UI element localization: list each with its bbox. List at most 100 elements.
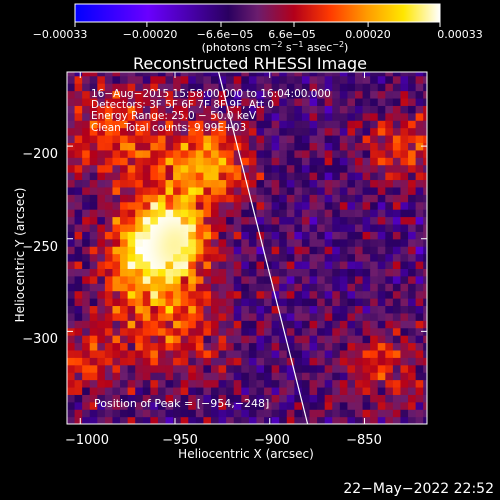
heatmap-cell (120, 312, 129, 321)
heatmap-cell (188, 260, 197, 269)
heatmap-cell (294, 394, 303, 403)
heatmap-cell (248, 83, 258, 92)
heatmap-cell (67, 209, 76, 218)
heatmap-cell (74, 194, 83, 203)
heatmap-cell (294, 327, 303, 336)
heatmap-cell (423, 209, 427, 218)
heatmap-cell (370, 201, 379, 210)
heatmap-cell (332, 201, 341, 210)
heatmap-cell (218, 194, 227, 203)
heatmap-cell (173, 164, 182, 173)
heatmap-cell (97, 134, 106, 143)
heatmap-cell (218, 357, 227, 366)
heatmap-cell (339, 179, 349, 188)
heatmap-cell (218, 253, 227, 262)
heatmap-cell (248, 364, 258, 373)
heatmap-cell (301, 320, 311, 329)
heatmap-cell (286, 320, 295, 329)
heatmap-cell (324, 209, 333, 218)
heatmap-cell (241, 209, 250, 218)
heatmap-cell (400, 72, 409, 77)
heatmap-cell (74, 179, 83, 188)
heatmap-cell (377, 134, 386, 143)
heatmap-cell (256, 394, 265, 403)
heatmap-cell (89, 283, 98, 292)
heatmap-cell (241, 416, 250, 424)
heatmap-cell (286, 201, 295, 210)
heatmap-cell (370, 97, 379, 106)
heatmap-cell (188, 194, 197, 203)
heatmap-cell (233, 260, 242, 269)
colorbar-tick-label: 6.6e−05 (268, 28, 315, 41)
heatmap-cell (347, 312, 356, 321)
heatmap-cell (241, 253, 250, 262)
heatmap-cell (271, 364, 280, 373)
heatmap-cell (67, 290, 76, 299)
heatmap-cell (67, 246, 76, 255)
heatmap-cell (392, 201, 402, 210)
heatmap-cell (241, 409, 250, 418)
heatmap-cell (173, 290, 182, 299)
heatmap-cell (309, 342, 318, 351)
heatmap-cell (195, 223, 205, 232)
heatmap-cell (392, 379, 402, 388)
heatmap-cell (89, 305, 98, 314)
colorbar-tick-label: 0.00020 (345, 28, 391, 41)
heatmap-cell (112, 223, 121, 232)
heatmap-cell (188, 379, 197, 388)
heatmap-cell (339, 260, 349, 269)
heatmap-cell (423, 231, 427, 240)
heatmap-cell (89, 312, 98, 321)
heatmap-cell (362, 372, 371, 381)
heatmap-cell (173, 335, 182, 344)
heatmap-cell (309, 260, 318, 269)
heatmap-cell (157, 268, 167, 277)
heatmap-cell (127, 157, 136, 166)
heatmap-cell (195, 298, 205, 307)
heatmap-cell (377, 253, 386, 262)
heatmap-cell (400, 386, 409, 395)
heatmap-cell (264, 142, 273, 151)
heatmap-cell (279, 75, 288, 84)
heatmap-cell (355, 394, 364, 403)
heatmap-cell (112, 164, 121, 173)
heatmap-cell (195, 364, 205, 373)
heatmap-cell (74, 209, 83, 218)
heatmap-cell (120, 216, 129, 225)
heatmap-cell (408, 327, 417, 336)
heatmap-cell (286, 83, 295, 92)
heatmap-cell (157, 179, 167, 188)
heatmap-cell (317, 75, 326, 84)
heatmap-cell (301, 127, 311, 136)
heatmap-cell (157, 127, 167, 136)
heatmap-cell (173, 83, 182, 92)
heatmap-cell (82, 120, 91, 129)
heatmap-cell (248, 305, 258, 314)
heatmap-cell (362, 201, 371, 210)
heatmap-cell (165, 290, 174, 299)
heatmap-cell (415, 179, 424, 188)
heatmap-cell (286, 312, 295, 321)
heatmap-cell (248, 416, 258, 424)
heatmap-cell (370, 105, 379, 114)
heatmap-cell (347, 342, 356, 351)
heatmap-cell (104, 105, 114, 114)
heatmap-cell (362, 409, 371, 418)
heatmap-cell (309, 253, 318, 262)
heatmap-cell (355, 112, 364, 121)
heatmap-cell (286, 142, 295, 151)
heatmap-cell (173, 298, 182, 307)
heatmap-cell (271, 105, 280, 114)
heatmap-cell (135, 253, 144, 262)
heatmap-cell (112, 275, 121, 284)
heatmap-cell (74, 260, 83, 269)
heatmap-cell (165, 75, 174, 84)
heatmap-cell (271, 401, 280, 410)
heatmap-cell (355, 349, 364, 358)
heatmap-cell (362, 83, 371, 92)
heatmap-cell (385, 83, 394, 92)
heatmap-cell (392, 372, 402, 381)
heatmap-cell (324, 298, 333, 307)
heatmap-cell (324, 283, 333, 292)
heatmap-cell (157, 194, 167, 203)
